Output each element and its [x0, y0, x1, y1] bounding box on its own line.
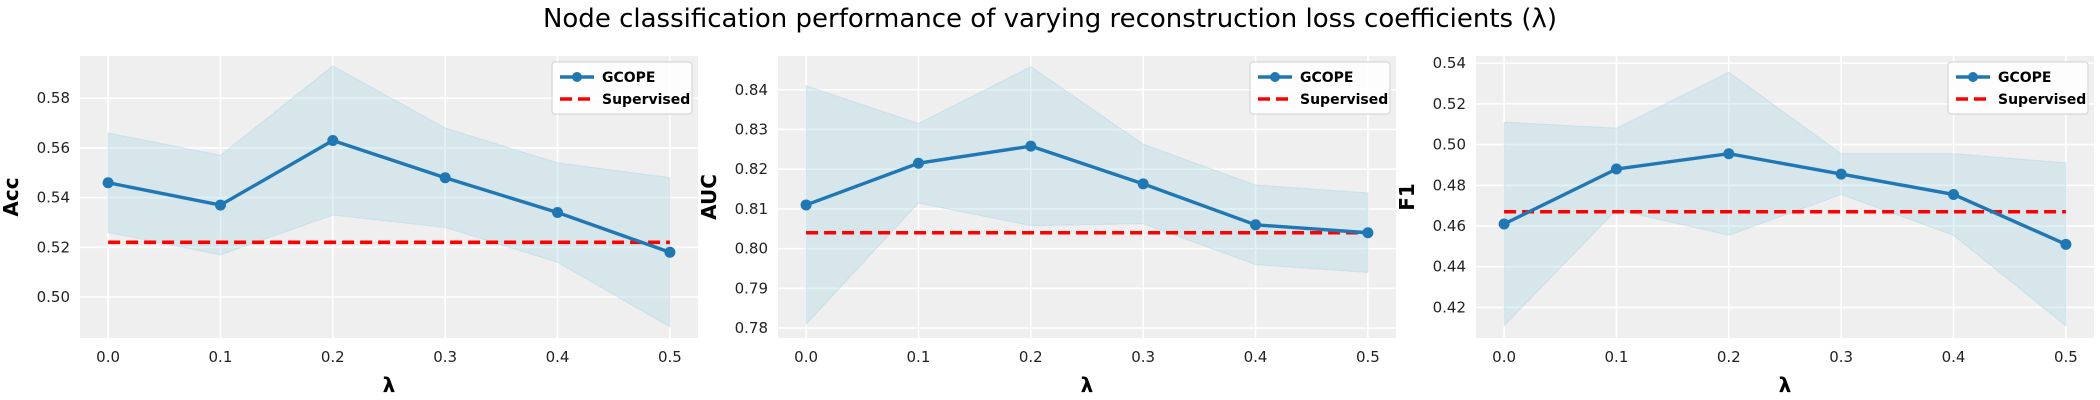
x-tick-label: 0.3 — [433, 348, 457, 366]
x-tick-label: 0.4 — [546, 348, 570, 366]
gcope-data-point — [1498, 218, 1510, 230]
y-tick-label: 0.58 — [37, 89, 70, 107]
gcope-std-band — [1503, 71, 2067, 328]
gcope-data-point — [1723, 148, 1735, 160]
figure-title: Node classification performance of varyi… — [542, 4, 1558, 34]
y-tick-label: 0.50 — [37, 288, 70, 306]
legend-supervised-label: Supervised — [1998, 92, 2086, 108]
y-tick-label: 0.52 — [1433, 95, 1466, 113]
y-tick-label: 0.56 — [37, 139, 70, 157]
y-axis-label: Acc — [0, 177, 23, 216]
gcope-data-point — [2060, 238, 2072, 250]
y-axis-label: F1 — [1395, 183, 1419, 211]
x-axis-label: λ — [1081, 373, 1094, 397]
legend-gcope-marker — [1270, 72, 1280, 82]
x-tick-label: 0.4 — [1244, 348, 1268, 366]
gcope-data-point — [439, 172, 451, 184]
gcope-series-line — [107, 138, 671, 254]
y-tick-label: 0.80 — [735, 240, 768, 258]
x-tick-label: 0.4 — [1942, 348, 1966, 366]
gcope-data-point — [1137, 178, 1149, 190]
y-axis-label: AUC — [697, 174, 721, 220]
x-tick-label: 0.0 — [794, 348, 818, 366]
x-tick-label: 0.1 — [907, 348, 931, 366]
legend: GCOPE Supervised — [1249, 61, 1391, 115]
legend-gcope-label: GCOPE — [1998, 70, 2052, 86]
y-tick-label: 0.82 — [735, 160, 768, 178]
y-tick-label: 0.54 — [1433, 54, 1466, 72]
legend: GCOPE Supervised — [551, 61, 693, 115]
gcope-std-band — [805, 66, 1369, 326]
y-tick-label: 0.84 — [735, 81, 768, 99]
x-axis-label: λ — [383, 373, 396, 397]
gcope-data-point — [1948, 188, 1960, 200]
gcope-data-point — [552, 207, 564, 219]
gcope-data-point — [800, 199, 812, 211]
y-tick-label: 0.83 — [735, 120, 768, 138]
gcope-series-line — [1503, 152, 2067, 246]
legend-box — [551, 61, 693, 115]
gcope-data-point — [664, 246, 676, 258]
y-tick-label: 0.42 — [1433, 298, 1466, 316]
chart-panel-acc: 0.0 0.1 0.2 0.3 0.4 0.5 0.50 0.52 0.54 0.56 0.58 λ A… — [0, 56, 698, 397]
legend-gcope-marker — [572, 72, 582, 82]
x-tick-label: 0.2 — [321, 348, 345, 366]
legend-supervised-label: Supervised — [602, 92, 690, 108]
legend-box — [1249, 61, 1391, 115]
y-tick-label: 0.46 — [1433, 217, 1466, 235]
y-tick-label: 0.54 — [37, 189, 70, 207]
legend: GCOPE Supervised — [1947, 61, 2089, 115]
y-tick-label: 0.52 — [37, 238, 70, 256]
gcope-data-point — [214, 199, 226, 211]
gcope-data-point — [1362, 227, 1374, 239]
gcope-data-point — [1610, 163, 1622, 175]
chart-panel-auc: 0.0 0.1 0.2 0.3 0.4 0.5 0.78 0.79 0.80 0.81 0.82 0.… — [697, 56, 1396, 397]
x-tick-label: 0.5 — [658, 348, 682, 366]
legend-gcope-label: GCOPE — [602, 70, 656, 86]
x-tick-label: 0.0 — [1492, 348, 1516, 366]
y-tick-label: 0.81 — [735, 200, 768, 218]
y-tick-label: 0.79 — [735, 279, 768, 297]
x-tick-label: 0.3 — [1829, 348, 1853, 366]
gcope-std-band — [107, 65, 671, 328]
x-axis-label: λ — [1779, 373, 1792, 397]
x-tick-label: 0.5 — [2054, 348, 2078, 366]
gcope-data-point — [102, 177, 114, 189]
chart-panel-f1: 0.0 0.1 0.2 0.3 0.4 0.5 0.42 0.44 0.46 0.48 0.50 0.… — [1395, 54, 2094, 397]
gcope-data-point — [912, 157, 924, 169]
legend-gcope-marker — [1968, 72, 1978, 82]
x-tick-label: 0.3 — [1131, 348, 1155, 366]
gcope-data-point — [327, 134, 339, 146]
y-tick-label: 0.44 — [1433, 258, 1466, 276]
x-tick-label: 0.2 — [1019, 348, 1043, 366]
legend-box — [1947, 61, 2089, 115]
x-tick-label: 0.1 — [1605, 348, 1629, 366]
y-tick-label: 0.48 — [1433, 176, 1466, 194]
y-tick-label: 0.78 — [735, 319, 768, 337]
gcope-data-point — [1835, 168, 1847, 180]
gcope-series-line — [805, 144, 1369, 235]
legend-gcope-label: GCOPE — [1300, 70, 1354, 86]
x-tick-label: 0.0 — [96, 348, 120, 366]
legend-supervised-label: Supervised — [1300, 92, 1388, 108]
gcope-data-point — [1025, 140, 1037, 152]
x-tick-label: 0.1 — [209, 348, 233, 366]
y-tick-label: 0.50 — [1433, 136, 1466, 154]
x-tick-label: 0.2 — [1717, 348, 1741, 366]
gcope-data-point — [1250, 219, 1262, 231]
x-tick-label: 0.5 — [1356, 348, 1380, 366]
